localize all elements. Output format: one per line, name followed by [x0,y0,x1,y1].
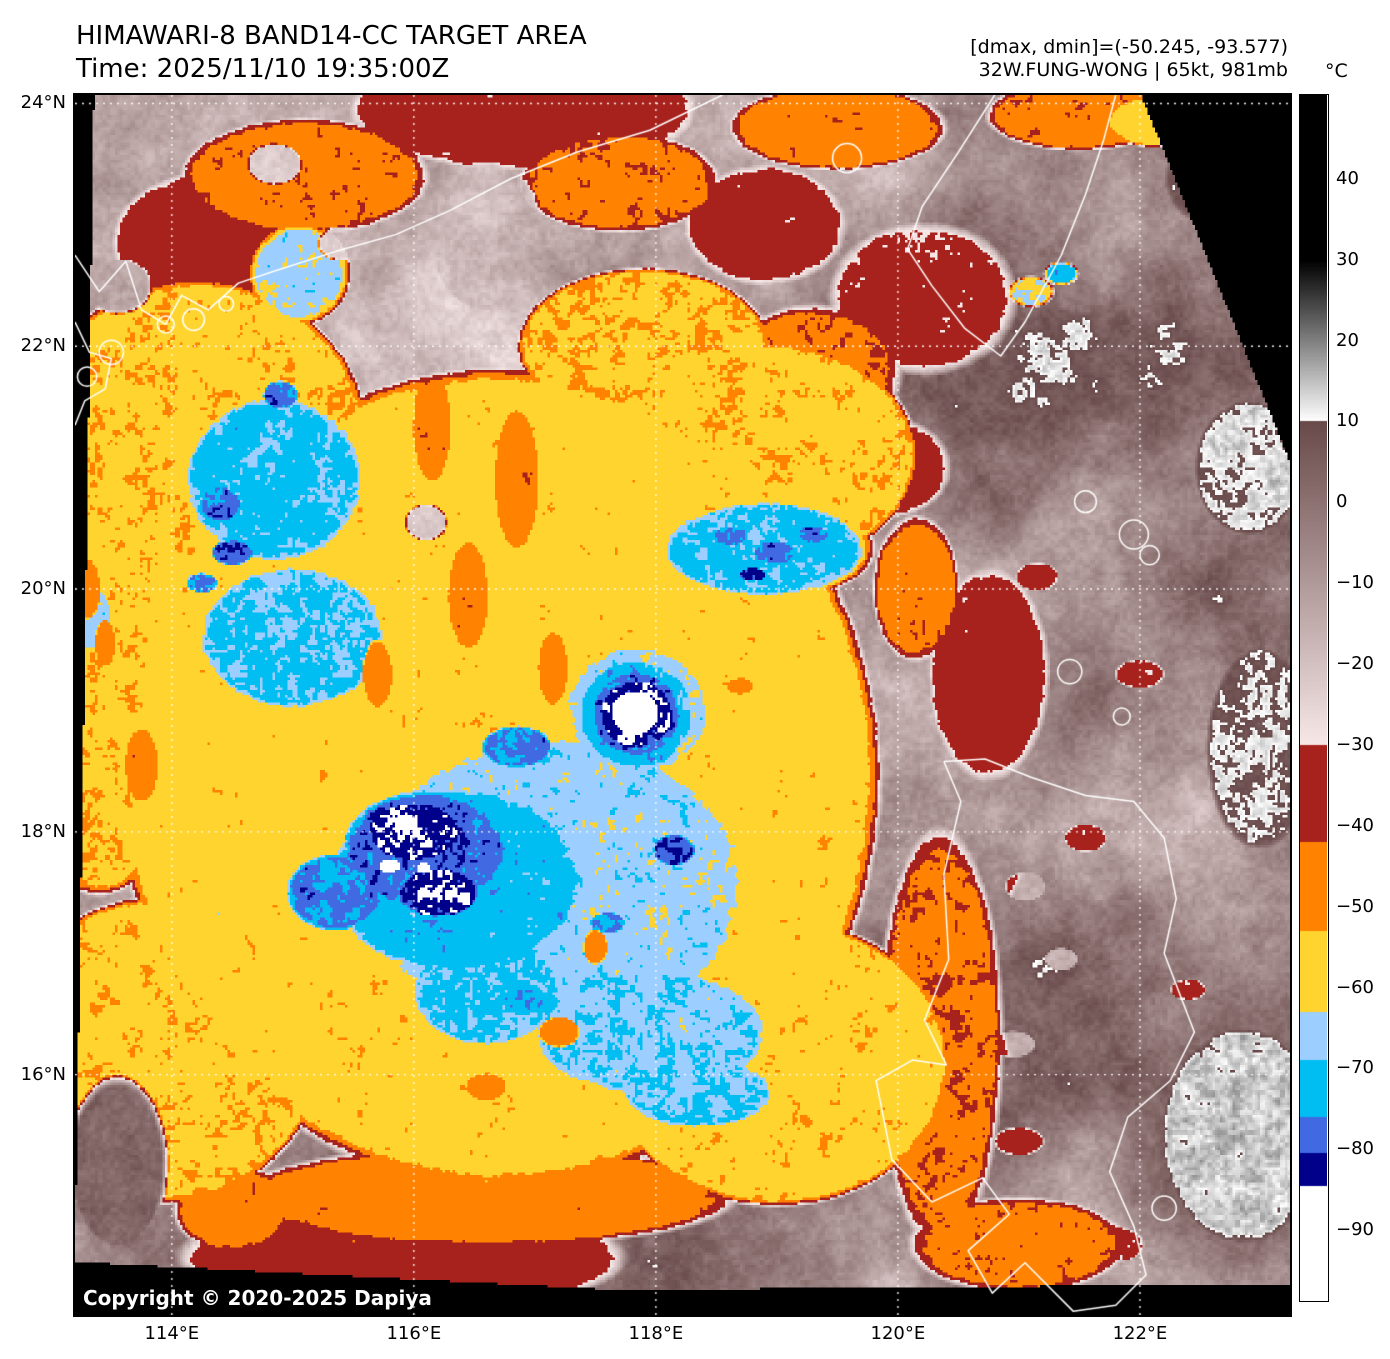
colorbar-tick-label: −90 [1336,1219,1374,1241]
storm-name-label: 32W.FUNG-WONG | 65kt, 981mb [978,59,1288,81]
lon-tick-label: 118°E [628,1323,684,1344]
lat-tick-label: 16°N [20,1063,66,1085]
title-block: HIMAWARI-8 BAND14-CC TARGET AREA Time: 2… [76,20,587,86]
colorbar-tick-label: 40 [1336,167,1359,189]
map-overlay-canvas [75,95,1290,1315]
lat-tick-label: 20°N [20,578,66,600]
lat-tick-label: 24°N [20,92,66,114]
colorbar-tick-label: 0 [1336,491,1348,513]
storm-info-block: [dmax, dmin]=(-50.245, -93.577) 32W.FUNG… [970,36,1288,82]
colorbar-canvas [1300,95,1327,1300]
colorbar-tick-label: −60 [1336,976,1374,998]
colorbar-tick-label: −40 [1336,814,1374,836]
colorbar-tick-label: −10 [1336,572,1374,594]
lat-tick-label: 18°N [20,820,66,842]
colorbar-tick-label: 30 [1336,248,1359,270]
page-title: HIMAWARI-8 BAND14-CC TARGET AREA [76,21,587,51]
colorbar-tick-label: −30 [1336,733,1374,755]
colorbar-unit-label: °C [1325,60,1348,82]
map-plot-area: Copyright © 2020-2025 Dapiya [73,93,1292,1317]
lon-tick-label: 114°E [144,1323,200,1344]
lon-tick-label: 120°E [870,1323,926,1344]
lon-tick-label: 122°E [1112,1323,1168,1344]
colorbar-tick-label: −70 [1336,1057,1374,1079]
colorbar-tick-label: −50 [1336,895,1374,917]
colorbar [1299,94,1329,1302]
colorbar-tick-label: 20 [1336,329,1359,351]
colorbar-tick-label: −20 [1336,653,1374,675]
timestamp-label: Time: 2025/11/10 19:35:00Z [76,54,450,84]
copyright-label: Copyright © 2020-2025 Dapiya [83,1286,432,1310]
lat-tick-label: 22°N [20,335,66,357]
dmax-dmin-label: [dmax, dmin]=(-50.245, -93.577) [970,36,1288,58]
colorbar-tick-label: −80 [1336,1138,1374,1160]
colorbar-tick-label: 10 [1336,410,1359,432]
lon-tick-label: 116°E [386,1323,442,1344]
